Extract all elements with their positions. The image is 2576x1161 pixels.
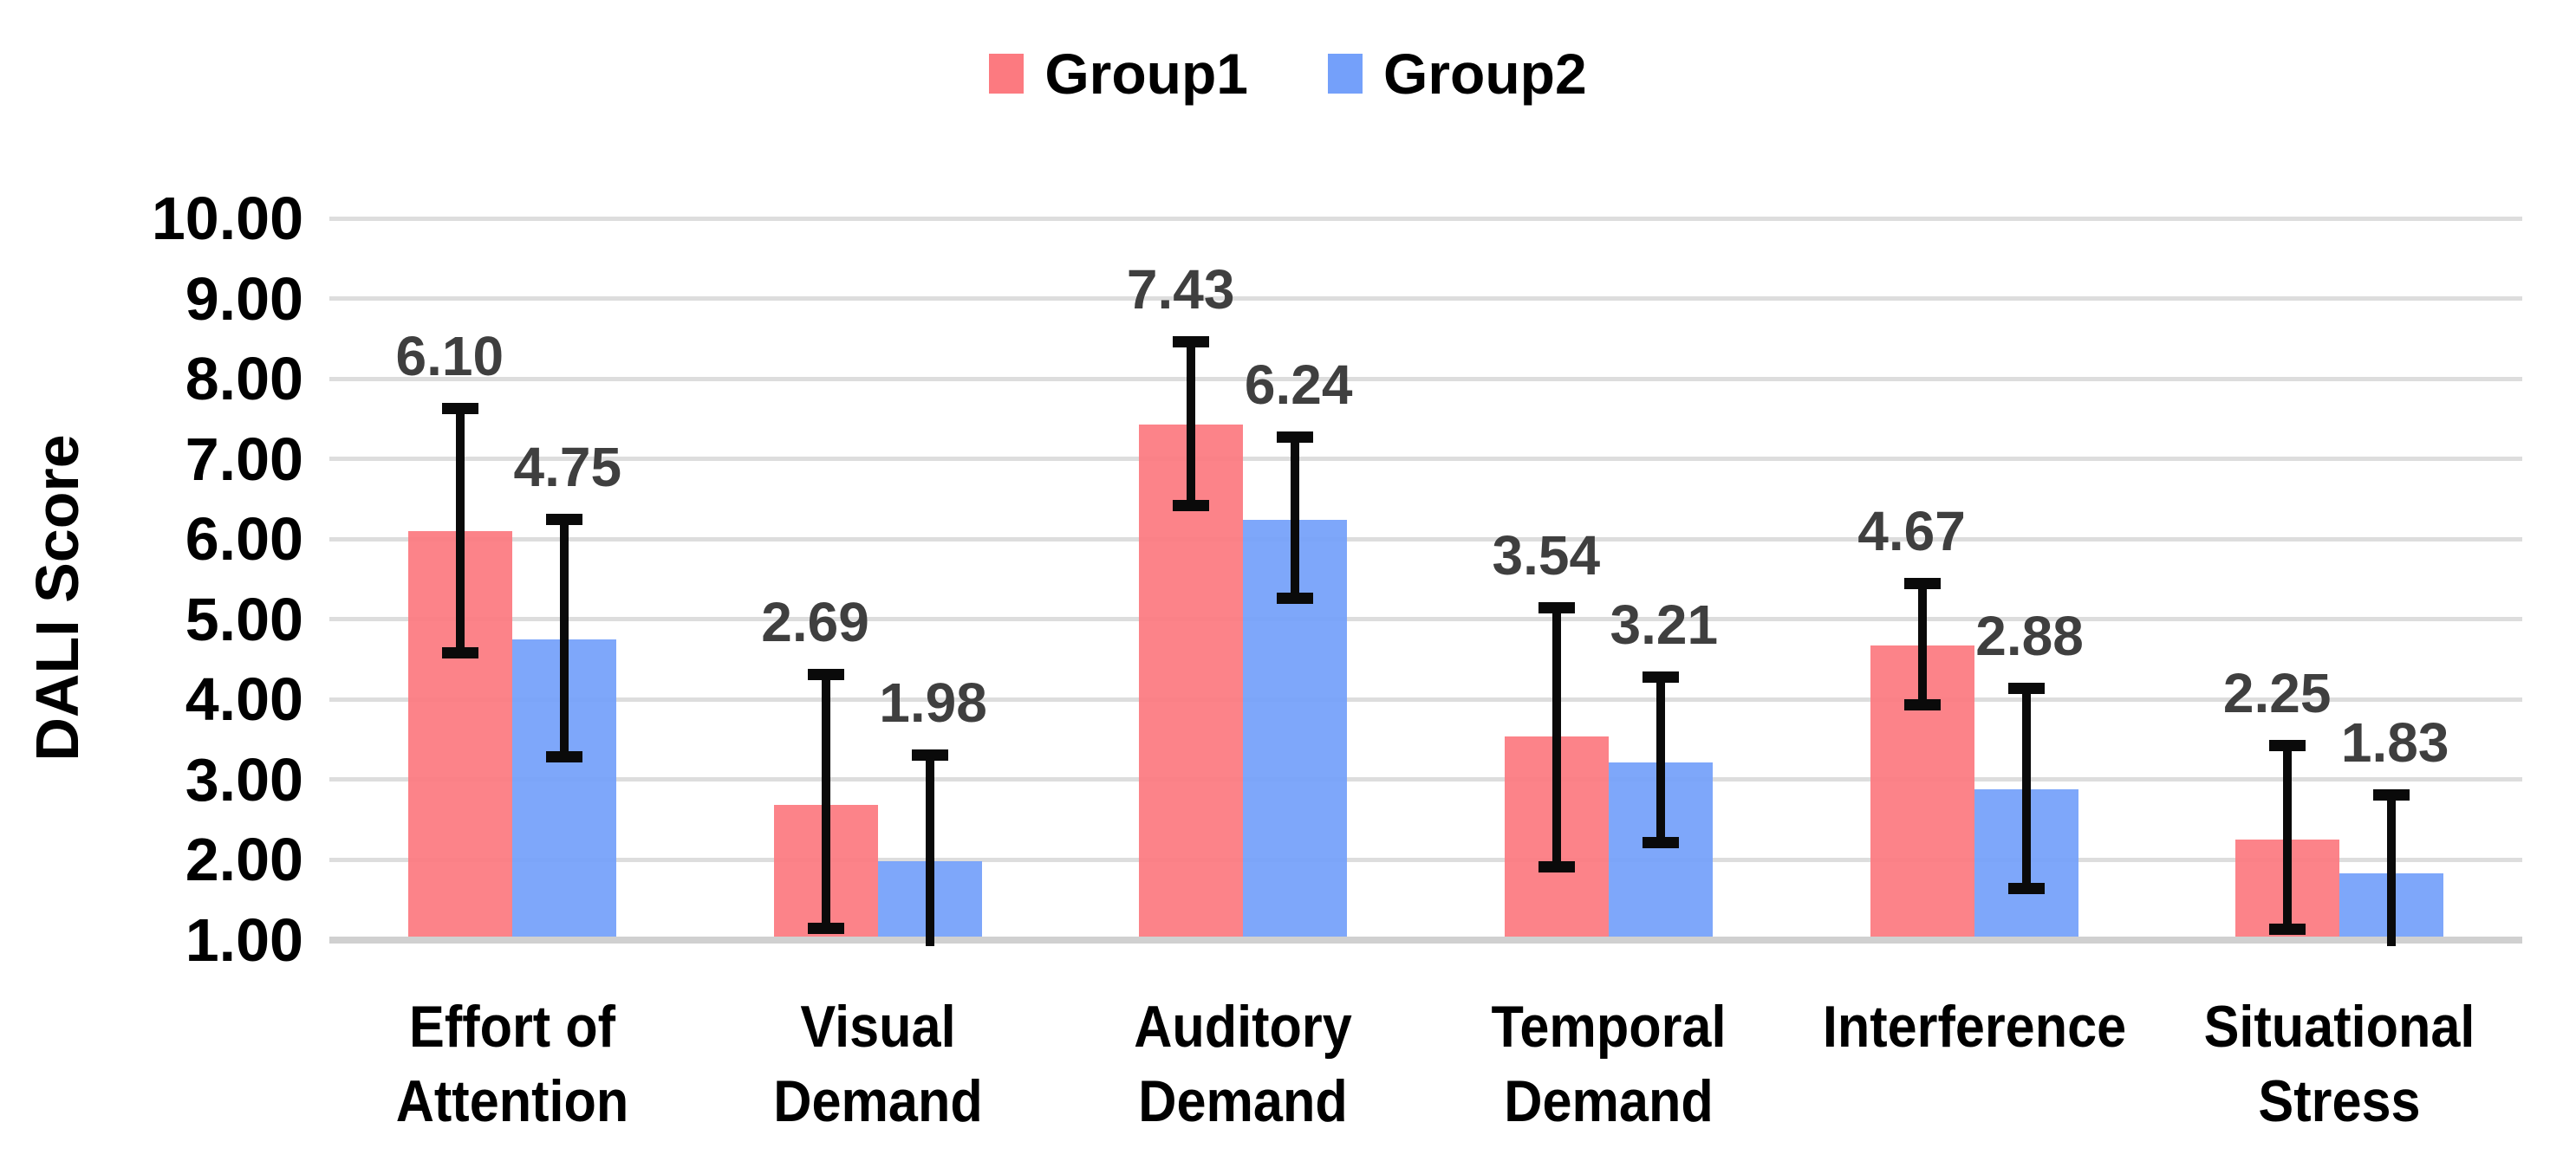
value-label-group1-visual-demand: 2.69 xyxy=(761,590,869,653)
value-label-group2-visual-demand: 1.98 xyxy=(879,671,987,735)
error-bar-group2-auditory-demand xyxy=(1291,436,1300,599)
gridline xyxy=(329,857,2522,862)
legend-label-group2: Group2 xyxy=(1383,42,1587,106)
y-tick-label: 3.00 xyxy=(185,745,303,814)
category-label-line: Auditory xyxy=(1134,994,1352,1060)
value-label-group1-interference: 4.67 xyxy=(1857,500,1966,563)
error-cap-top xyxy=(441,403,478,415)
category-label-line: Demand xyxy=(1138,1068,1348,1134)
error-cap-bottom xyxy=(1173,500,1210,512)
error-bar-group2-temporal-demand xyxy=(1656,677,1665,843)
value-label-group2-situational-stress: 1.83 xyxy=(2340,711,2449,775)
category-label-line: Interference xyxy=(1822,994,2126,1060)
value-label-group2-temporal-demand: 3.21 xyxy=(1610,593,1719,657)
category-label-visual-demand: Visual Demand xyxy=(773,989,982,1138)
error-cap-bottom xyxy=(1642,837,1679,848)
error-cap-bottom xyxy=(441,646,478,658)
error-cap-bottom xyxy=(545,750,582,762)
value-label-group2-auditory-demand: 6.24 xyxy=(1244,353,1353,416)
y-tick-label: 10.00 xyxy=(151,185,303,252)
value-label-group1-auditory-demand: 7.43 xyxy=(1126,257,1235,321)
value-label-group2-interference: 2.88 xyxy=(1975,605,2084,668)
gridline xyxy=(329,777,2522,782)
error-bar-group1-interference xyxy=(1917,583,1927,705)
error-cap-top xyxy=(1277,431,1314,443)
error-cap-top xyxy=(807,668,844,680)
value-label-group1-effort-of-attention: 6.10 xyxy=(395,325,504,388)
gridline xyxy=(329,296,2522,302)
legend-swatch-group1 xyxy=(989,54,1025,94)
y-tick-label: 8.00 xyxy=(185,345,303,413)
value-label-group1-situational-stress: 2.25 xyxy=(2222,662,2332,725)
y-tick-label: 4.00 xyxy=(185,665,303,734)
x-axis-baseline xyxy=(329,937,2522,944)
error-cap-top xyxy=(545,514,582,526)
error-cap-bottom xyxy=(2269,923,2306,935)
value-label-group2-effort-of-attention: 4.75 xyxy=(513,436,622,499)
error-bar-group2-effort-of-attention xyxy=(559,519,569,757)
y-tick-label: 5.00 xyxy=(185,585,303,653)
error-bar-group2-visual-demand xyxy=(925,755,934,946)
value-label-group1-temporal-demand: 3.54 xyxy=(1492,523,1601,587)
error-cap-top xyxy=(2007,683,2045,695)
y-tick-label: 1.00 xyxy=(185,906,303,974)
error-cap-top xyxy=(1903,578,1941,590)
error-bar-group1-visual-demand xyxy=(821,673,830,930)
legend-item-group1: Group1 xyxy=(989,45,1248,102)
error-cap-top xyxy=(911,749,948,762)
gridline xyxy=(329,376,2522,381)
error-bar-group2-situational-stress xyxy=(2387,795,2397,946)
gridline xyxy=(329,536,2522,542)
legend-label-group1: Group1 xyxy=(1044,42,1248,106)
error-cap-bottom xyxy=(1538,860,1575,872)
category-label-line: Attention xyxy=(395,1068,629,1134)
category-label-line: Stress xyxy=(2258,1068,2421,1134)
category-label-effort-of-attention: Effort of Attention xyxy=(396,989,629,1138)
error-bar-group2-interference xyxy=(2021,688,2031,889)
y-tick-label: 6.00 xyxy=(185,505,303,574)
error-bar-group1-effort-of-attention xyxy=(455,408,465,653)
category-label-auditory-demand: Auditory Demand xyxy=(1134,989,1352,1138)
error-cap-bottom xyxy=(2007,882,2045,894)
category-label-situational-stress: Situational Stress xyxy=(2204,989,2475,1138)
error-bar-group1-situational-stress xyxy=(2283,745,2293,930)
legend-swatch-group2 xyxy=(1328,54,1363,94)
error-bar-group1-auditory-demand xyxy=(1187,341,1196,507)
legend-item-group2: Group2 xyxy=(1328,45,1587,102)
category-label-interference: Interference xyxy=(1822,989,2125,1064)
error-cap-bottom xyxy=(1277,592,1314,604)
category-label-line: Demand xyxy=(772,1068,983,1134)
error-cap-top xyxy=(1538,601,1575,613)
gridline xyxy=(329,216,2522,221)
gridline xyxy=(329,457,2522,462)
y-tick-label: 9.00 xyxy=(185,264,303,333)
error-cap-bottom xyxy=(1903,698,1941,710)
category-label-line: Situational xyxy=(2203,994,2475,1060)
gridline xyxy=(329,697,2522,702)
error-cap-top xyxy=(2373,789,2410,801)
error-cap-top xyxy=(1173,335,1210,347)
error-cap-bottom xyxy=(807,923,844,935)
category-label-line: Effort of xyxy=(408,994,615,1060)
legend: Group1 Group2 xyxy=(0,45,2576,102)
category-label-temporal-demand: Temporal Demand xyxy=(1491,989,1726,1138)
category-label-line: Temporal xyxy=(1491,994,1727,1060)
error-bar-group1-temporal-demand xyxy=(1551,606,1561,867)
y-tick-label: 2.00 xyxy=(185,826,303,894)
error-cap-top xyxy=(2269,740,2306,752)
gridline xyxy=(329,617,2522,622)
category-label-line: Visual xyxy=(799,994,956,1060)
category-label-line: Demand xyxy=(1504,1068,1714,1134)
y-tick-label: 7.00 xyxy=(185,425,303,493)
error-cap-top xyxy=(1642,671,1679,684)
